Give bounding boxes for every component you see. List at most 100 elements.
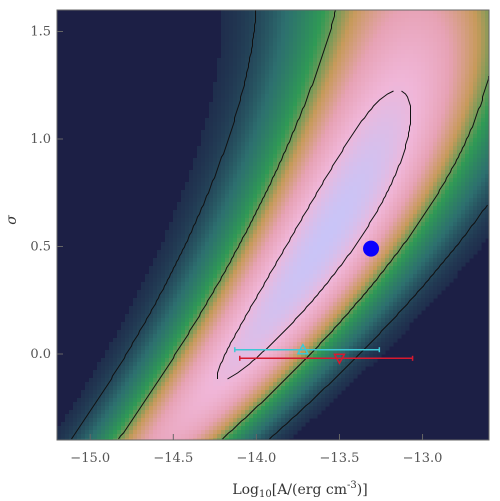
- heatmap-cell: [277, 250, 282, 255]
- heatmap-cell: [301, 198, 306, 203]
- heatmap-cell: [337, 286, 342, 291]
- heatmap-cell: [193, 286, 198, 291]
- heatmap-cell: [161, 422, 166, 427]
- heatmap-cell: [237, 182, 242, 187]
- heatmap-cell: [141, 298, 146, 303]
- heatmap-cell: [273, 318, 278, 323]
- heatmap-cell: [309, 130, 314, 135]
- heatmap-cell: [257, 430, 262, 435]
- heatmap-cell: [265, 126, 270, 131]
- heatmap-cell: [197, 258, 202, 263]
- heatmap-cell: [265, 390, 270, 395]
- heatmap-cell: [281, 178, 286, 183]
- heatmap-cell: [233, 202, 238, 207]
- heatmap-cell: [289, 142, 294, 147]
- heatmap-cell: [301, 194, 306, 199]
- heatmap-cell: [245, 278, 250, 283]
- heatmap-cell: [217, 66, 222, 71]
- heatmap-cell: [153, 354, 158, 359]
- heatmap-cell: [181, 422, 186, 427]
- heatmap-cell: [209, 286, 214, 291]
- heatmap-cell: [329, 358, 334, 363]
- heatmap-cell: [317, 102, 322, 107]
- heatmap-cell: [181, 190, 186, 195]
- heatmap-cell: [285, 246, 290, 251]
- heatmap-cell: [205, 174, 210, 179]
- heatmap-cell: [97, 434, 102, 439]
- heatmap-cell: [225, 426, 230, 431]
- heatmap-cell: [337, 186, 342, 191]
- heatmap-cell: [281, 86, 286, 91]
- heatmap-cell: [237, 318, 242, 323]
- heatmap-cell: [101, 410, 106, 415]
- heatmap-cell: [281, 202, 286, 207]
- heatmap-cell: [273, 258, 278, 263]
- heatmap-cell: [329, 326, 334, 331]
- heatmap-cell: [297, 38, 302, 43]
- heatmap-cell: [309, 46, 314, 51]
- heatmap-cell: [305, 210, 310, 215]
- heatmap-cell: [157, 338, 162, 343]
- heatmap-cell: [233, 218, 238, 223]
- heatmap-cell: [205, 246, 210, 251]
- heatmap-cell: [169, 398, 174, 403]
- heatmap-cell: [137, 346, 142, 351]
- heatmap-cell: [285, 234, 290, 239]
- heatmap-cell: [209, 162, 214, 167]
- heatmap-cell: [337, 218, 342, 223]
- heatmap-cell: [233, 150, 238, 155]
- heatmap-cell: [205, 358, 210, 363]
- heatmap-cell: [301, 234, 306, 239]
- heatmap-cell: [285, 290, 290, 295]
- heatmap-cell: [233, 370, 238, 375]
- heatmap-cell: [297, 46, 302, 51]
- heatmap-cell: [265, 374, 270, 379]
- heatmap-cell: [145, 314, 150, 319]
- heatmap-cell: [173, 422, 178, 427]
- heatmap-cell: [265, 342, 270, 347]
- heatmap-cell: [205, 194, 210, 199]
- heatmap-cell: [213, 130, 218, 135]
- heatmap-cell: [333, 74, 338, 79]
- heatmap-cell: [261, 154, 266, 159]
- heatmap-cell: [133, 306, 138, 311]
- heatmap-cell: [197, 406, 202, 411]
- heatmap-cell: [225, 390, 230, 395]
- heatmap-cell: [325, 10, 330, 15]
- heatmap-cell: [113, 378, 118, 383]
- heatmap-cell: [345, 178, 350, 183]
- heatmap-cell: [193, 382, 198, 387]
- heatmap-cell: [261, 410, 266, 415]
- heatmap-cell: [321, 294, 326, 299]
- heatmap-cell: [113, 414, 118, 419]
- heatmap-cell: [261, 118, 266, 123]
- heatmap-cell: [201, 438, 206, 440]
- heatmap-cell: [229, 434, 234, 439]
- heatmap-cell: [201, 414, 206, 419]
- heatmap-cell: [169, 394, 174, 399]
- heatmap-cell: [137, 298, 142, 303]
- heatmap-cell: [313, 342, 318, 347]
- heatmap-cell: [253, 314, 258, 319]
- heatmap-cell: [217, 266, 222, 271]
- heatmap-cell: [229, 362, 234, 367]
- heatmap-cell: [341, 242, 346, 247]
- heatmap-cell: [65, 422, 70, 427]
- heatmap-cell: [277, 214, 282, 219]
- heatmap-cell: [221, 322, 226, 327]
- heatmap-cell: [85, 434, 90, 439]
- heatmap-cell: [269, 378, 274, 383]
- heatmap-cell: [181, 194, 186, 199]
- heatmap-cell: [289, 314, 294, 319]
- heatmap-cell: [233, 390, 238, 395]
- heatmap-cell: [125, 322, 130, 327]
- heatmap-cell: [173, 394, 178, 399]
- heatmap-cell: [281, 182, 286, 187]
- heatmap-cell: [237, 214, 242, 219]
- heatmap-cell: [125, 386, 130, 391]
- heatmap-cell: [305, 22, 310, 27]
- heatmap-cell: [253, 358, 258, 363]
- heatmap-cell: [253, 254, 258, 259]
- heatmap-cell: [229, 86, 234, 91]
- heatmap-cell: [293, 410, 298, 415]
